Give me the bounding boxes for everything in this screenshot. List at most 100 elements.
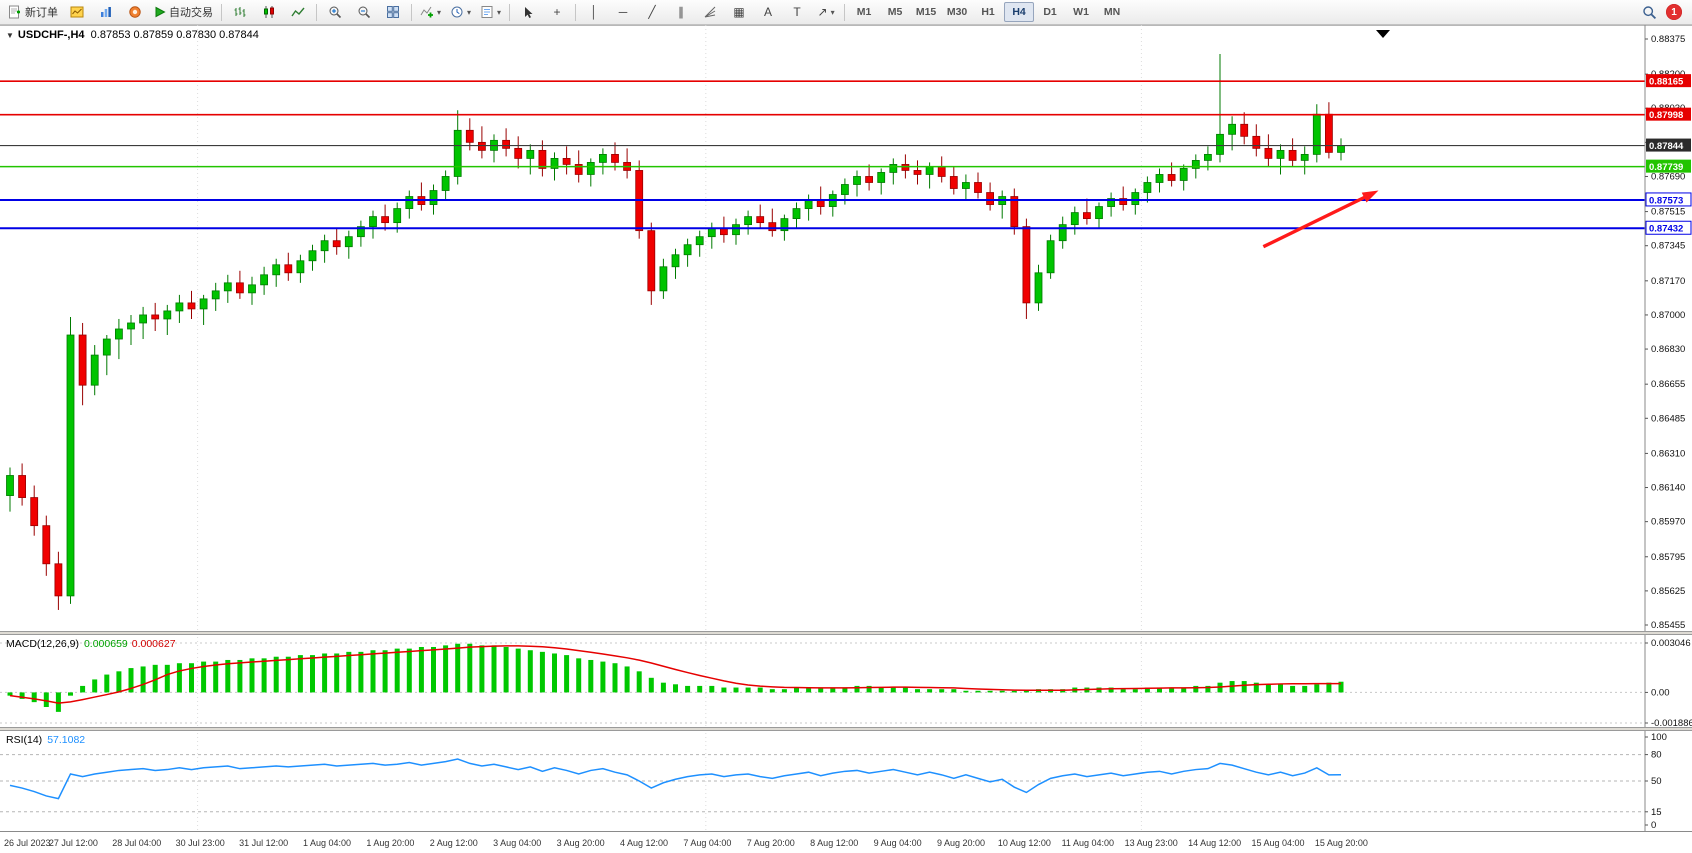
timeframe-m15-button[interactable]: M15 bbox=[915, 6, 937, 18]
svg-text:15 Aug 04:00: 15 Aug 04:00 bbox=[1251, 838, 1304, 848]
level-lines[interactable] bbox=[0, 80, 1645, 230]
community-icon bbox=[129, 6, 141, 18]
svg-text:0.85970: 0.85970 bbox=[1651, 517, 1685, 528]
candles bbox=[6, 54, 1345, 610]
zoom-out-button[interactable] bbox=[350, 1, 378, 23]
timeframe-m5-button[interactable]: M5 bbox=[887, 6, 903, 18]
text-label-tool-button[interactable]: T bbox=[783, 1, 811, 23]
chart-title: ▼ USDCHF-,H4 0.87853 0.87859 0.87830 0.87… bbox=[6, 29, 259, 41]
svg-text:0.87000: 0.87000 bbox=[1651, 310, 1685, 321]
svg-text:7 Aug 04:00: 7 Aug 04:00 bbox=[683, 838, 731, 848]
svg-text:27 Jul 12:00: 27 Jul 12:00 bbox=[49, 838, 98, 848]
svg-text:7 Aug 20:00: 7 Aug 20:00 bbox=[747, 838, 795, 848]
svg-text:0: 0 bbox=[1651, 820, 1656, 831]
arrows-tool-button[interactable]: ↗ ▾ bbox=[812, 1, 840, 23]
svg-text:11 Aug 04:00: 11 Aug 04:00 bbox=[1062, 838, 1114, 848]
indicators-icon bbox=[420, 6, 433, 18]
zoom-out-icon bbox=[358, 6, 371, 19]
autotrading-button[interactable]: 自动交易 bbox=[150, 1, 217, 23]
fibonacci-tool-button[interactable] bbox=[696, 1, 724, 23]
svg-text:100: 100 bbox=[1651, 732, 1667, 743]
rsi-indicator-label: RSI(14) 57.1082 bbox=[6, 734, 85, 746]
macd-main-value: 0.000659 bbox=[83, 638, 128, 650]
timeframe-m30-button[interactable]: M30 bbox=[946, 6, 968, 18]
tile-windows-button[interactable] bbox=[379, 1, 407, 23]
symbol-period-label: USDCHF-,H4 bbox=[17, 29, 85, 41]
main-toolbar: 新订单 自动交易 bbox=[0, 0, 1692, 25]
macd-signal-value: 0.000627 bbox=[131, 638, 176, 650]
profile-button[interactable] bbox=[92, 1, 120, 23]
svg-text:0.86310: 0.86310 bbox=[1651, 448, 1685, 459]
svg-text:10 Aug 12:00: 10 Aug 12:00 bbox=[998, 838, 1051, 848]
chevron-down-icon: ▾ bbox=[467, 7, 472, 17]
svg-text:0.87573: 0.87573 bbox=[1649, 195, 1683, 206]
svg-text:0.85455: 0.85455 bbox=[1651, 620, 1685, 631]
new-order-icon bbox=[9, 5, 20, 19]
svg-text:0.86655: 0.86655 bbox=[1651, 379, 1685, 390]
trendline-icon: ╱ bbox=[648, 5, 656, 19]
timeframe-mn-button[interactable]: MN bbox=[1103, 6, 1121, 18]
macd-indicator-label: MACD(12,26,9) 0.000659 0.000627 bbox=[6, 638, 176, 650]
svg-text:13 Aug 23:00: 13 Aug 23:00 bbox=[1125, 838, 1178, 848]
crosshair-icon: + bbox=[553, 5, 561, 19]
svg-text:0.85625: 0.85625 bbox=[1651, 586, 1685, 597]
chart-window-icon bbox=[70, 6, 84, 18]
chart-window-button[interactable] bbox=[63, 1, 91, 23]
timeframe-w1-button[interactable]: W1 bbox=[1073, 6, 1089, 18]
cursor-icon bbox=[524, 6, 533, 18]
bar-chart-type-button[interactable] bbox=[226, 1, 254, 23]
tile-windows-icon bbox=[387, 6, 399, 18]
cursor-button[interactable] bbox=[514, 1, 542, 23]
rsi-name: RSI(14) bbox=[6, 734, 43, 746]
vertical-line-tool-button[interactable]: │ bbox=[580, 1, 608, 23]
triangle-object-icon[interactable] bbox=[1376, 30, 1390, 38]
svg-text:9 Aug 04:00: 9 Aug 04:00 bbox=[874, 838, 922, 848]
toolbar-separator bbox=[411, 3, 412, 21]
line-chart-type-button[interactable] bbox=[284, 1, 312, 23]
svg-text:1 Aug 04:00: 1 Aug 04:00 bbox=[303, 838, 351, 848]
bar-chart-type-icon bbox=[234, 7, 246, 17]
clock-icon bbox=[451, 6, 463, 18]
svg-text:0.87739: 0.87739 bbox=[1649, 162, 1683, 173]
svg-text:26 Jul 2023: 26 Jul 2023 bbox=[4, 838, 51, 848]
line-chart-type-icon bbox=[291, 7, 305, 17]
toolbar-separator bbox=[575, 3, 577, 21]
chevron-down-icon: ▾ bbox=[497, 7, 502, 17]
zoom-in-button[interactable] bbox=[321, 1, 349, 23]
svg-text:50: 50 bbox=[1651, 776, 1662, 787]
channel-tool-button[interactable]: ∥ bbox=[667, 1, 695, 23]
trendline-tool-button[interactable]: ╱ bbox=[638, 1, 666, 23]
shapes-tool-button[interactable]: ▦ bbox=[725, 1, 753, 23]
search-button[interactable] bbox=[1635, 1, 1663, 23]
svg-text:28 Jul 04:00: 28 Jul 04:00 bbox=[112, 838, 161, 848]
notification-badge[interactable]: 1 bbox=[1666, 4, 1682, 20]
periods-button[interactable]: ▾ bbox=[446, 1, 475, 23]
chevron-down-icon: ▾ bbox=[437, 7, 442, 17]
community-button[interactable] bbox=[121, 1, 149, 23]
toolbar-separator bbox=[844, 3, 846, 21]
chart-canvas[interactable]: 0.883750.882000.880300.878600.876900.875… bbox=[0, 25, 1692, 853]
timeframe-m1-button[interactable]: M1 bbox=[856, 6, 872, 18]
text-tool-button[interactable]: A bbox=[754, 1, 782, 23]
svg-text:80: 80 bbox=[1651, 750, 1662, 761]
timeframe-h4-button[interactable]: H4 bbox=[1004, 2, 1035, 22]
svg-text:0.003046: 0.003046 bbox=[1651, 638, 1691, 649]
new-order-button[interactable]: 新订单 bbox=[4, 1, 62, 23]
candlestick-chart-type-button[interactable] bbox=[255, 1, 283, 23]
crosshair-button[interactable]: + bbox=[543, 1, 571, 23]
indicators-button[interactable]: ▾ bbox=[416, 1, 445, 23]
new-order-label: 新订单 bbox=[25, 7, 58, 19]
timeframe-h1-button[interactable]: H1 bbox=[981, 6, 995, 18]
collapse-triangle-icon[interactable]: ▼ bbox=[6, 31, 14, 40]
text-label-icon: T bbox=[793, 5, 801, 19]
horizontal-line-tool-button[interactable]: ─ bbox=[609, 1, 637, 23]
ohlc-readout: 0.87853 0.87859 0.87830 0.87844 bbox=[90, 29, 259, 41]
svg-text:30 Jul 23:00: 30 Jul 23:00 bbox=[176, 838, 225, 848]
text-icon: A bbox=[764, 5, 773, 19]
toolbar-separator bbox=[316, 3, 317, 21]
svg-text:0.86485: 0.86485 bbox=[1651, 413, 1685, 424]
templates-button[interactable]: ▾ bbox=[476, 1, 505, 23]
timeframe-d1-button[interactable]: D1 bbox=[1043, 6, 1057, 18]
trend-arrow-annotation[interactable] bbox=[1262, 190, 1379, 249]
